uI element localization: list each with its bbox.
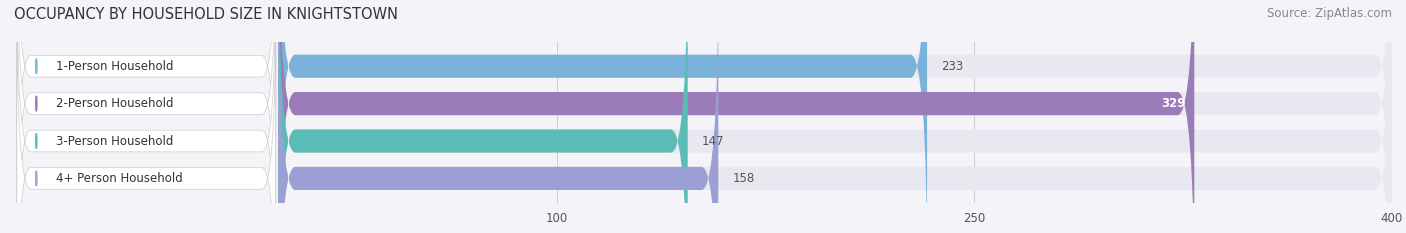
FancyBboxPatch shape (278, 0, 1392, 233)
Text: 3-Person Household: 3-Person Household (56, 134, 173, 147)
Text: 329: 329 (1161, 97, 1185, 110)
Text: 233: 233 (941, 60, 963, 73)
FancyBboxPatch shape (278, 0, 1392, 233)
Text: 147: 147 (702, 134, 724, 147)
Text: 158: 158 (733, 172, 755, 185)
FancyBboxPatch shape (278, 0, 718, 233)
Text: Source: ZipAtlas.com: Source: ZipAtlas.com (1267, 7, 1392, 20)
FancyBboxPatch shape (278, 0, 1392, 233)
FancyBboxPatch shape (17, 0, 276, 233)
FancyBboxPatch shape (278, 0, 1194, 233)
Text: 4+ Person Household: 4+ Person Household (56, 172, 183, 185)
FancyBboxPatch shape (17, 0, 276, 233)
FancyBboxPatch shape (278, 0, 1392, 233)
FancyBboxPatch shape (278, 0, 688, 233)
FancyBboxPatch shape (17, 0, 276, 233)
Text: OCCUPANCY BY HOUSEHOLD SIZE IN KNIGHTSTOWN: OCCUPANCY BY HOUSEHOLD SIZE IN KNIGHTSTO… (14, 7, 398, 22)
FancyBboxPatch shape (278, 0, 927, 233)
FancyBboxPatch shape (17, 2, 276, 233)
Text: 2-Person Household: 2-Person Household (56, 97, 173, 110)
Text: 1-Person Household: 1-Person Household (56, 60, 173, 73)
